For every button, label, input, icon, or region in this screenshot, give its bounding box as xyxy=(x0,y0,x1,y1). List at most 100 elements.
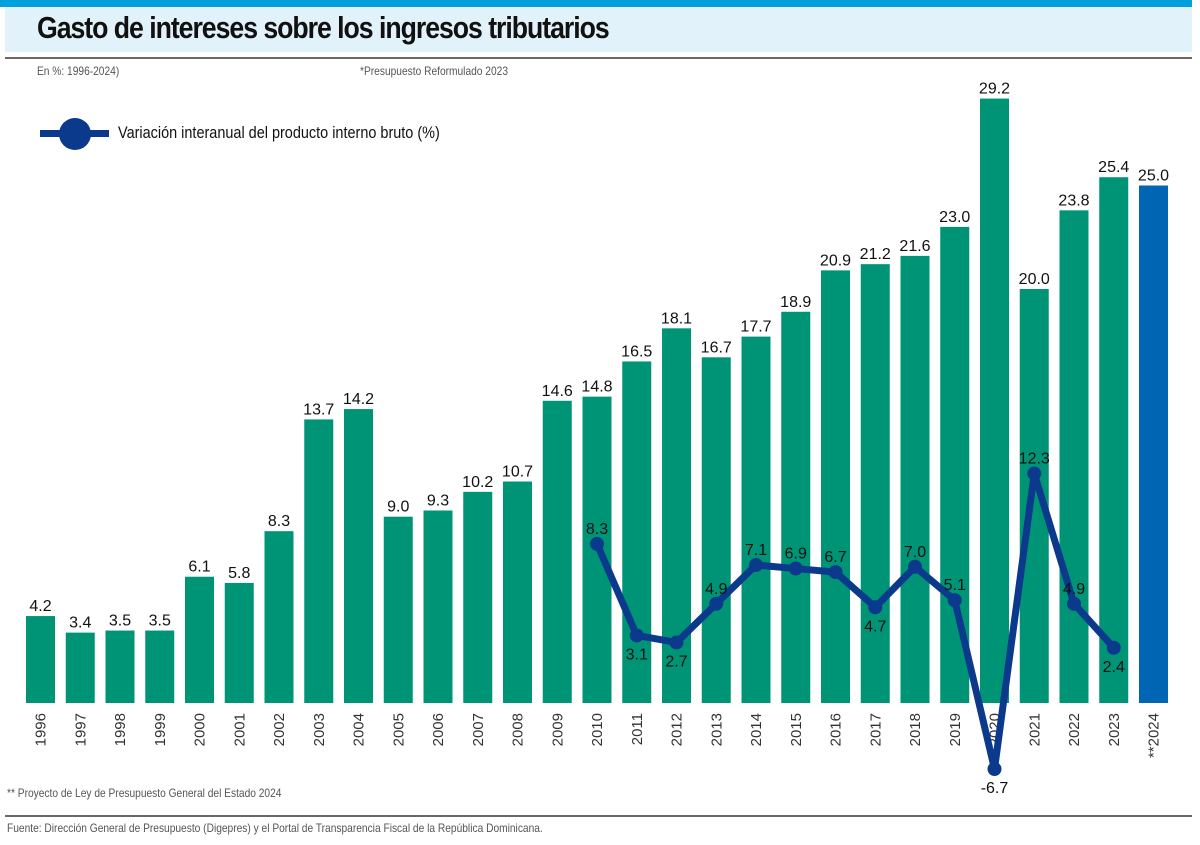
bar-value-label: 16.7 xyxy=(701,339,732,356)
x-tick-label: 2017 xyxy=(867,713,884,746)
bar-2014 xyxy=(741,336,771,703)
bar-value-label: 4.2 xyxy=(29,598,51,615)
gdp-point xyxy=(868,600,883,615)
bar-value-label: 14.2 xyxy=(343,391,374,408)
bar-2015 xyxy=(781,311,811,703)
x-tick-label: 2001 xyxy=(231,713,248,746)
bar-2011 xyxy=(622,361,652,703)
bar-2007 xyxy=(463,491,493,703)
x-tick-label: 2023 xyxy=(1106,713,1123,746)
x-tick-label: 2019 xyxy=(947,713,964,746)
bar-value-label: 8.3 xyxy=(268,513,290,530)
bar-value-label: 18.1 xyxy=(661,310,692,327)
gdp-value-label: 5.1 xyxy=(944,577,966,594)
gdp-value-label: 6.9 xyxy=(785,546,807,563)
divider-top xyxy=(5,57,1192,59)
gdp-value-label: 3.1 xyxy=(626,646,648,663)
gdp-point xyxy=(947,593,962,608)
bar-value-label: 23.8 xyxy=(1058,192,1089,209)
gdp-point xyxy=(590,536,604,551)
x-tick-label: 2015 xyxy=(788,713,805,746)
x-tick-label: 1998 xyxy=(112,713,129,746)
gdp-value-label: 6.7 xyxy=(824,549,846,566)
source-note: Fuente: Dirección General de Presupuesto… xyxy=(7,821,543,835)
bar-value-label: 13.7 xyxy=(303,401,334,418)
x-tick-label: 2000 xyxy=(192,713,209,746)
gdp-line xyxy=(593,470,1118,773)
gdp-value-label: 8.3 xyxy=(586,521,608,538)
bar-value-label: 23.0 xyxy=(939,209,970,226)
bar-1997 xyxy=(65,632,95,703)
bar-value-label: 20.0 xyxy=(1019,271,1050,288)
bar-value-label: 17.7 xyxy=(740,319,771,336)
bar-value-label: 9.3 xyxy=(427,492,449,509)
gdp-value-label: 4.7 xyxy=(864,618,886,635)
bar-value-label: 3.5 xyxy=(149,613,171,630)
gdp-point xyxy=(828,565,843,580)
bar-2020 xyxy=(980,98,1009,703)
chart-title: Gasto de intereses sobre los ingresos tr… xyxy=(37,10,610,45)
gdp-point xyxy=(908,559,922,574)
x-tick-label: 2011 xyxy=(629,713,646,745)
x-tick-label: 2009 xyxy=(549,713,566,746)
bar-2017 xyxy=(860,264,890,703)
x-tick-label: 2006 xyxy=(430,713,447,746)
gdp-value-label: 4.9 xyxy=(705,581,727,598)
bar-2016 xyxy=(821,270,850,703)
bar-2023 xyxy=(1099,177,1129,704)
x-tick-label: 2014 xyxy=(748,713,765,746)
bar-value-label: 25.0 xyxy=(1138,168,1169,185)
x-tick-label: 1996 xyxy=(33,713,50,746)
x-tick-label: 2003 xyxy=(311,713,328,746)
bar-2001 xyxy=(224,582,254,703)
gdp-value-label: 12.3 xyxy=(1019,451,1050,468)
gdp-point xyxy=(669,635,684,650)
x-tick-label: 2018 xyxy=(907,713,924,746)
bar-2018 xyxy=(900,255,930,703)
gdp-value-label: 7.1 xyxy=(745,542,767,559)
bar-2005 xyxy=(383,516,413,703)
bar-value-label: 21.6 xyxy=(899,238,930,255)
gdp-value-label: 4.9 xyxy=(1063,581,1085,598)
gdp-point xyxy=(1067,596,1081,611)
bar-value-label: 6.1 xyxy=(188,559,210,576)
bar-2009 xyxy=(542,400,572,703)
bar-value-label: 10.7 xyxy=(502,464,533,481)
divider-bottom xyxy=(5,815,1192,817)
bar-1996 xyxy=(26,616,55,703)
x-tick-label: 2007 xyxy=(470,713,487,746)
bar-value-label: 21.2 xyxy=(860,246,891,263)
gdp-point xyxy=(1106,640,1121,655)
bar-2019 xyxy=(940,226,970,703)
chart-note: *Presupuesto Reformulado 2023 xyxy=(360,64,509,78)
bar-value-label: 14.8 xyxy=(581,379,612,396)
bar-value-label: 3.5 xyxy=(109,613,131,630)
x-tick-label: **2024 xyxy=(1146,713,1163,758)
x-tick-label: 2016 xyxy=(828,713,845,746)
footnote: ** Proyecto de Ley de Presupuesto Genera… xyxy=(7,786,282,800)
bar-value-label: 10.2 xyxy=(462,474,493,491)
x-tick-label: 2004 xyxy=(351,713,368,746)
bar-value-label: 29.2 xyxy=(979,81,1010,98)
gdp-point xyxy=(629,628,644,643)
x-tick-label: 2022 xyxy=(1066,713,1083,746)
x-tick-label: 1997 xyxy=(72,713,89,746)
title-band xyxy=(5,7,1192,52)
x-tick-label: 2012 xyxy=(669,713,686,746)
bar-value-label: 14.6 xyxy=(542,383,573,400)
bar-1998 xyxy=(105,630,135,703)
bar-2013 xyxy=(701,357,731,703)
x-tick-label: 2002 xyxy=(271,713,288,746)
bar-value-label: 5.8 xyxy=(228,565,250,582)
legend-label: Variación interanual del producto intern… xyxy=(118,123,440,142)
gdp-point xyxy=(788,561,803,576)
bar-value-label: 25.4 xyxy=(1098,159,1129,176)
chart-subtitle: En %: 1996-2024) xyxy=(37,64,120,78)
x-tick-label: 2008 xyxy=(510,713,527,746)
bar-2003 xyxy=(304,419,334,703)
gdp-value-label: 2.4 xyxy=(1103,659,1125,676)
bar-2024 xyxy=(1139,185,1168,703)
x-tick-label: 2021 xyxy=(1026,713,1043,746)
gdp-value-label: 2.7 xyxy=(665,653,687,670)
